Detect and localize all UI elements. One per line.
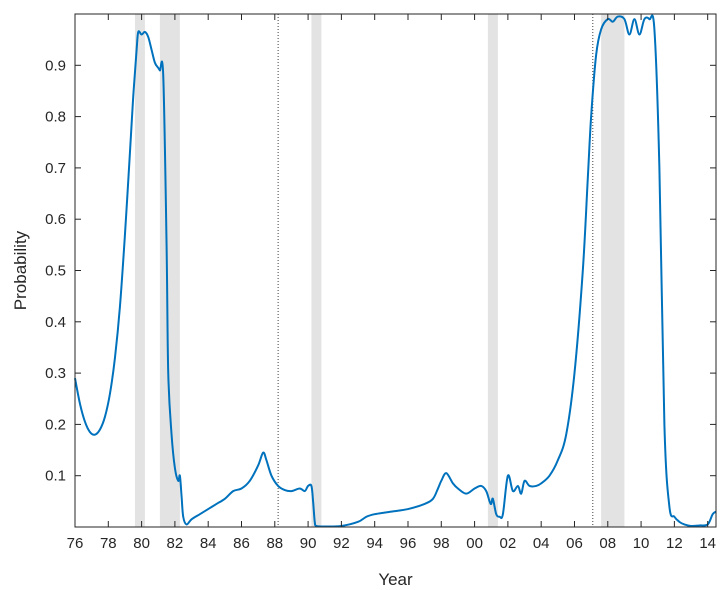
y-tick-label: 0.3 xyxy=(45,365,66,382)
y-tick-label: 0.4 xyxy=(45,314,66,331)
recession-band-5 xyxy=(601,14,625,527)
series-line-group xyxy=(74,14,717,528)
x-tick-label: 86 xyxy=(233,535,250,552)
y-tick-label: 0.8 xyxy=(45,109,66,126)
recession-band-3 xyxy=(311,14,322,527)
y-tick-label: 0.2 xyxy=(45,416,66,433)
x-tick-label: 10 xyxy=(633,535,650,552)
x-tick-label: 94 xyxy=(366,535,383,552)
x-tick-label: 04 xyxy=(533,535,550,552)
x-tick-label: 98 xyxy=(433,535,450,552)
x-tick-label: 92 xyxy=(333,535,350,552)
y-tick-label: 0.7 xyxy=(45,160,66,177)
x-tick-label: 96 xyxy=(400,535,417,552)
x-tick-label: 12 xyxy=(666,535,683,552)
y-axis-title: Probability xyxy=(11,230,30,310)
y-axis-ticks: 0.1 0.2 0.3 0.4 0.5 0.6 0.7 0.8 0.9 xyxy=(45,57,716,485)
probability-line-1 xyxy=(74,14,717,528)
x-tick-label: 80 xyxy=(133,535,150,552)
x-tick-label: 78 xyxy=(100,535,117,552)
y-tick-label: 0.6 xyxy=(45,211,66,228)
x-tick-label: 90 xyxy=(300,535,317,552)
x-tick-label: 06 xyxy=(566,535,583,552)
x-tick-label: 82 xyxy=(167,535,184,552)
y-tick-label: 0.9 xyxy=(45,57,66,74)
x-axis-title: Year xyxy=(378,570,413,589)
recession-band-4 xyxy=(487,14,498,527)
x-axis-ticks: 76 78 80 82 84 86 88 90 92 94 96 98 00 02 04 06 08 10 12 14 xyxy=(67,14,716,552)
y-tick-label: 0.5 xyxy=(45,263,66,280)
x-tick-label: 00 xyxy=(466,535,483,552)
x-tick-label: 76 xyxy=(67,535,84,552)
x-tick-label: 84 xyxy=(200,535,217,552)
recession-band-1 xyxy=(134,14,145,527)
y-tick-label: 0.1 xyxy=(45,468,66,485)
x-tick-label: 14 xyxy=(699,535,716,552)
x-tick-label: 02 xyxy=(500,535,517,552)
x-tick-label: 08 xyxy=(599,535,616,552)
x-tick-label: 88 xyxy=(266,535,283,552)
